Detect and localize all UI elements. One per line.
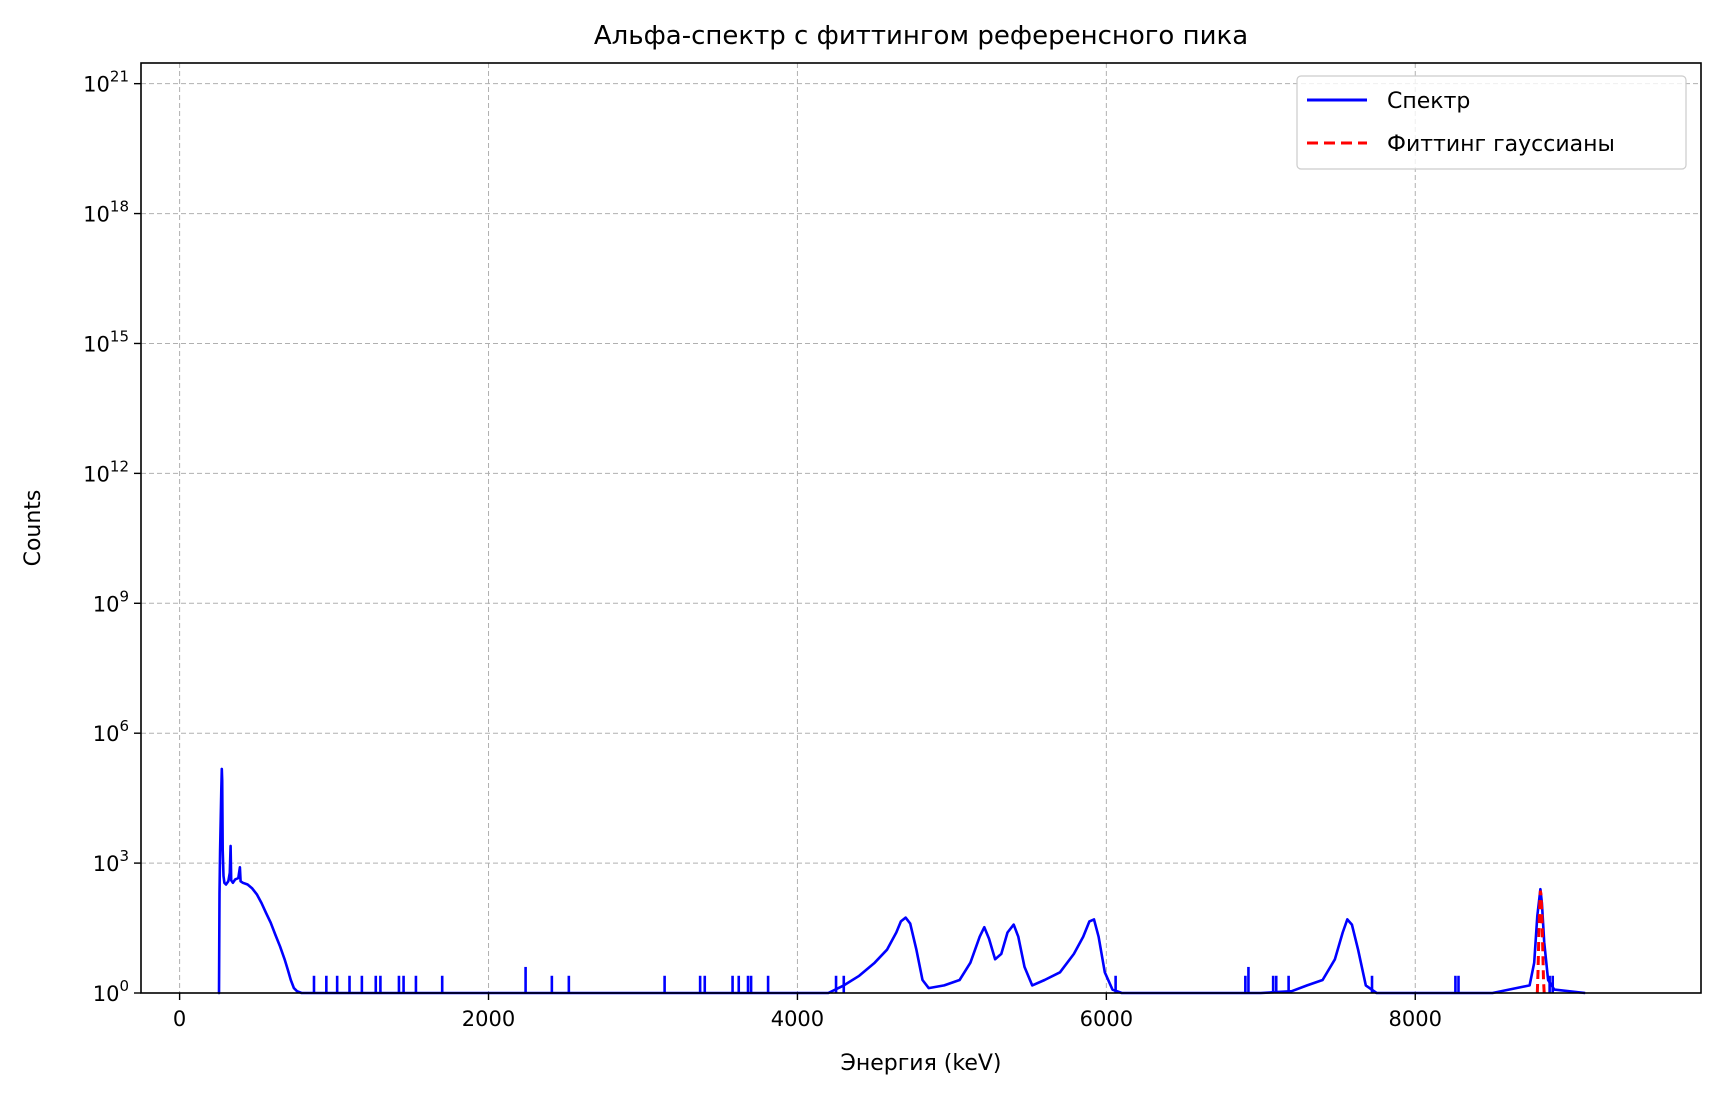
- y-tick-label: 100: [93, 977, 129, 1006]
- legend: Спектр Фиттинг гауссианы: [1296, 75, 1687, 170]
- y-tick-label: 103: [93, 847, 129, 876]
- y-tick-label: 1012: [83, 457, 129, 486]
- y-axis-title: Counts: [21, 490, 46, 567]
- y-tick-label: 109: [93, 587, 129, 616]
- series-layer: [217, 767, 1586, 995]
- legend-label-spectrum: Спектр: [1387, 89, 1470, 114]
- legend-box: [1296, 75, 1687, 170]
- plot-frame: [140, 62, 1702, 994]
- x-axis-title: Энергия (keV): [840, 1051, 1001, 1076]
- legend-label-fit: Фиттинг гауссианы: [1387, 132, 1615, 157]
- spectrum-line: [217, 767, 1586, 995]
- x-tick-label: 6000: [1080, 1007, 1133, 1031]
- gaussian-fit-line: [1535, 890, 1546, 994]
- x-tick-label: 4000: [771, 1007, 824, 1031]
- x-tick-label: 2000: [462, 1007, 515, 1031]
- y-tick-label: 1015: [83, 327, 129, 356]
- y-tick-label: 106: [93, 717, 129, 746]
- x-tick-label: 8000: [1389, 1007, 1442, 1031]
- y-tick-label: 1021: [83, 68, 129, 97]
- chart-title: Альфа-спектр с фиттингом референсного пи…: [594, 21, 1248, 51]
- x-tick-label: 0: [173, 1007, 186, 1031]
- grid: [141, 63, 1701, 994]
- y-tick-label: 1018: [83, 198, 129, 227]
- ticks: 0 2000 4000 6000 8000 100 103 106 109 1012 1015 101…: [83, 68, 1442, 1031]
